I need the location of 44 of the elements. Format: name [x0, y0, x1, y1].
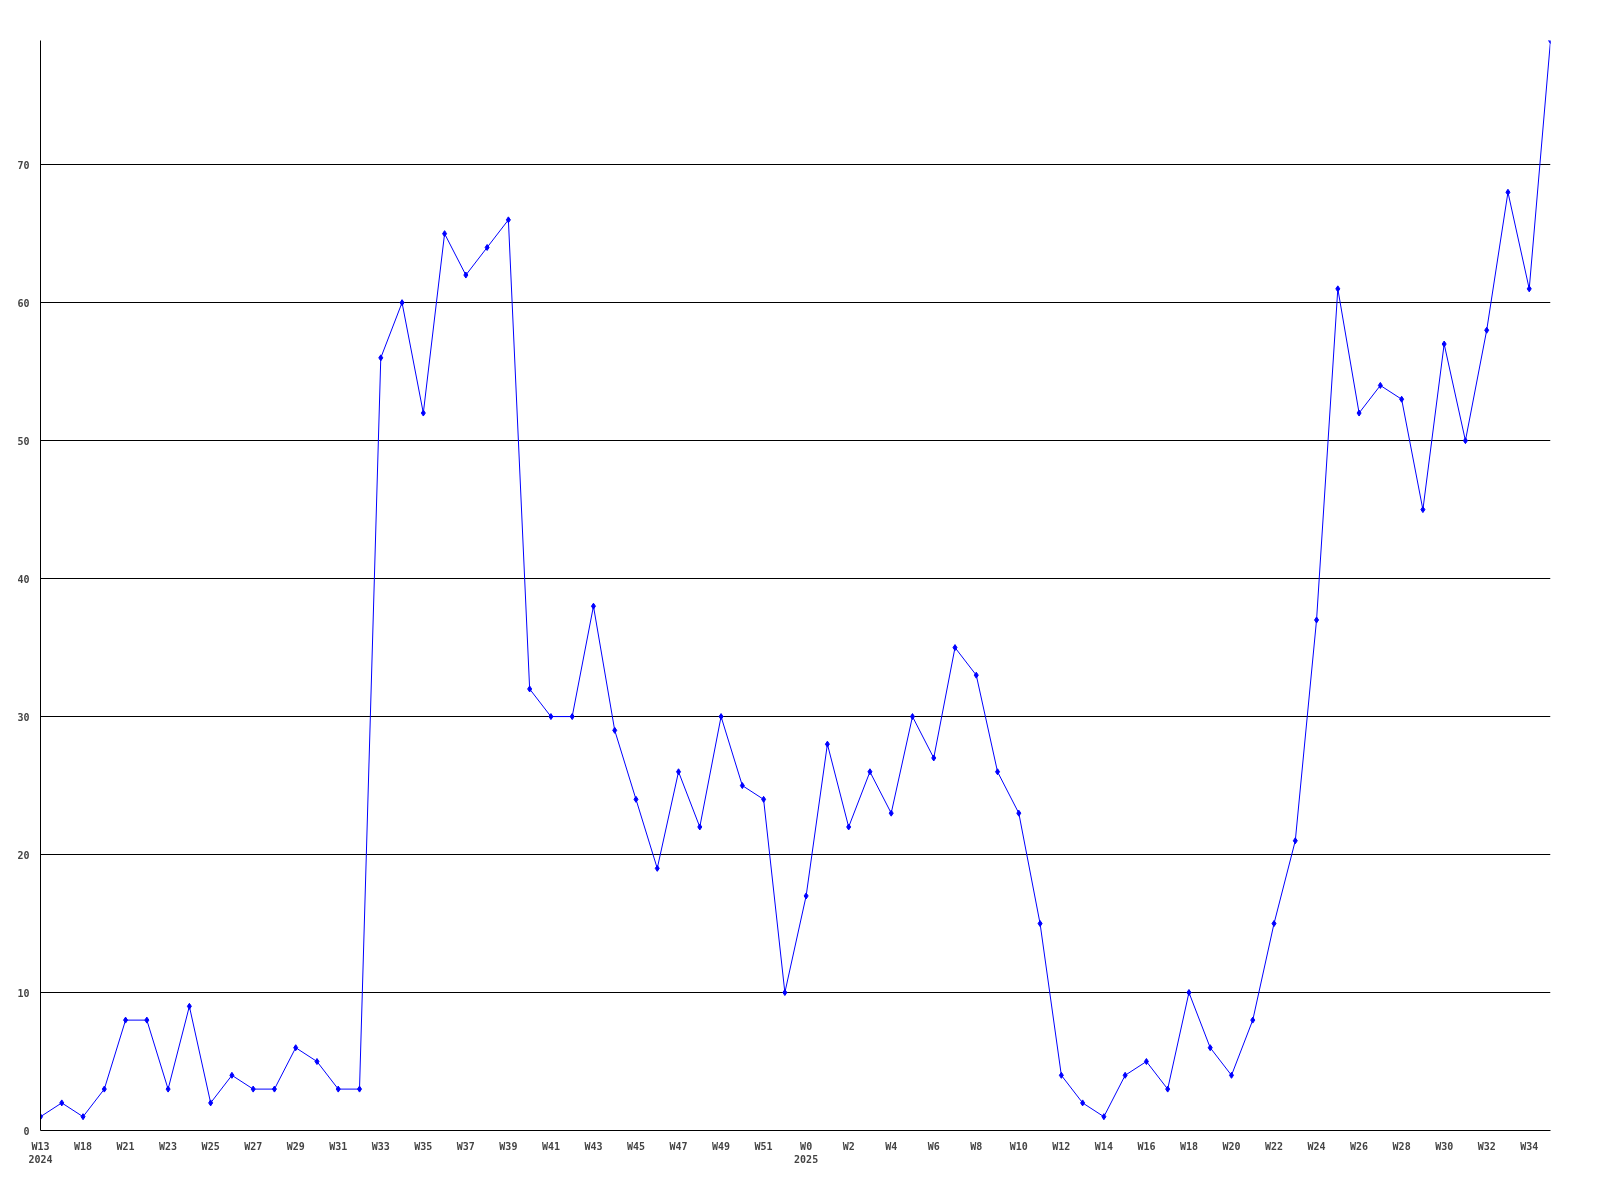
x-tick-label: W16	[1137, 1140, 1156, 1152]
x-tick-label: W20	[1222, 1140, 1241, 1152]
x-tick-label: W43	[584, 1140, 603, 1152]
y-tick-label: 60	[17, 297, 30, 309]
x-tick-label: W6	[927, 1140, 940, 1152]
x-tick-label: W41	[541, 1140, 560, 1152]
x-tick-label: W25	[201, 1140, 220, 1152]
x-tick-label: W24	[1307, 1140, 1326, 1152]
x-tick-label: W45	[626, 1140, 646, 1152]
x-tick-label: W32	[1477, 1140, 1496, 1152]
x-tick-label: W8	[970, 1140, 983, 1152]
x-tick-label: W27	[244, 1140, 263, 1152]
x-tick-label: W14	[1094, 1140, 1113, 1152]
y-tick-label: 20	[17, 849, 30, 861]
x-tick-label: W49	[712, 1140, 731, 1152]
y-tick-label: 40	[17, 573, 30, 585]
x-tick-label: W28	[1392, 1140, 1411, 1152]
x-tick-label: W18	[74, 1140, 93, 1152]
x-tick-label: W21	[116, 1140, 135, 1152]
x-tick-label: W37	[456, 1140, 475, 1152]
x-tick-label: W33	[371, 1140, 390, 1152]
x-tick-label: W34	[1520, 1140, 1539, 1152]
x-tick-label: W51	[754, 1140, 773, 1152]
x-tick-label: W13 2024	[28, 1140, 53, 1165]
y-tick-label: 0	[23, 1125, 30, 1137]
y-tick-label: 70	[17, 159, 30, 171]
x-tick-label: W35	[414, 1140, 433, 1152]
x-tick-label: W10	[1009, 1140, 1028, 1152]
x-tick-label: W26	[1350, 1140, 1369, 1152]
x-tick-label: W23	[159, 1140, 178, 1152]
x-tick-label: W39	[499, 1140, 518, 1152]
x-tick-label: W2	[842, 1140, 855, 1152]
x-tick-label: W22	[1264, 1140, 1284, 1152]
x-tick-label: W12	[1052, 1140, 1071, 1152]
x-tick-label: W18	[1179, 1140, 1198, 1152]
x-tick-label: W0 2025	[794, 1140, 819, 1165]
y-tick-label: 50	[17, 435, 30, 447]
x-tick-label: W30	[1435, 1140, 1454, 1152]
y-tick-label: 10	[17, 987, 30, 999]
x-tick-label: W31	[329, 1140, 348, 1152]
x-tick-label: W4	[885, 1140, 898, 1152]
x-tick-label: W29	[286, 1140, 305, 1152]
x-tick-label: W47	[669, 1140, 688, 1152]
y-tick-label: 30	[17, 711, 30, 723]
